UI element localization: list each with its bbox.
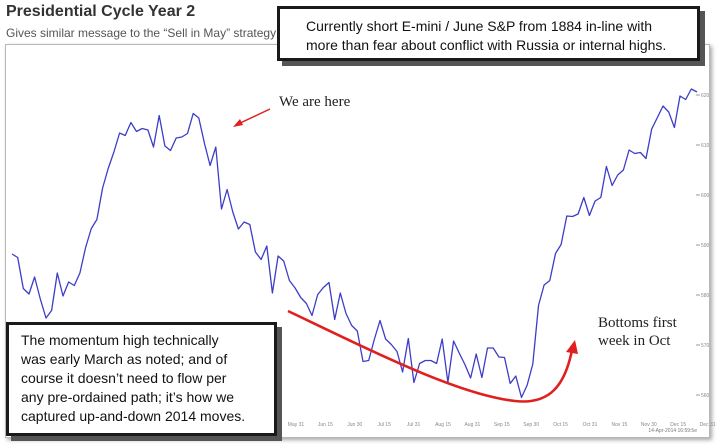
page-subtitle: Gives similar message to the “Sell in Ma… bbox=[6, 26, 277, 40]
y-tick-label: 570 bbox=[701, 343, 710, 349]
callout-bottom: The momentum high technically was early … bbox=[6, 322, 277, 436]
y-axis-ticks: 560 570 580 590 600 610 620 bbox=[696, 93, 710, 399]
bottoms-label-line2: week in Oct bbox=[598, 333, 671, 349]
chart-footnote: 14-Apr-2014 16:59:5e bbox=[648, 428, 697, 434]
y-tick-label: 610 bbox=[701, 143, 710, 149]
we-are-here-label: We are here bbox=[279, 94, 351, 110]
x-tick-label: Aug 15 bbox=[435, 422, 451, 428]
we-are-here-arrow bbox=[235, 108, 271, 126]
x-tick-label: Dec 15 bbox=[670, 422, 686, 428]
x-tick-label: Dec 31 bbox=[700, 422, 716, 428]
bottom-arrowhead bbox=[566, 340, 578, 354]
x-tick-label: Sep 15 bbox=[494, 422, 510, 428]
y-tick-label: 580 bbox=[701, 293, 710, 299]
bottom-curve-arrow bbox=[287, 309, 574, 403]
series-line bbox=[11, 88, 698, 399]
x-tick-label: Jul 31 bbox=[407, 422, 421, 428]
x-tick-label: Oct 31 bbox=[583, 422, 598, 428]
x-tick-label: Oct 15 bbox=[553, 422, 568, 428]
callout-bottom-line: captured up-and-down 2014 moves. bbox=[21, 408, 246, 424]
callout-top: Currently short E-mini / June S&P from 1… bbox=[277, 6, 700, 61]
callout-bottom-line: The momentum high technically bbox=[21, 332, 219, 348]
we-are-here-arrowhead bbox=[233, 119, 243, 127]
x-tick-label: Sep 30 bbox=[523, 422, 539, 428]
callout-bottom-line: was early March as noted; and of bbox=[21, 351, 228, 367]
x-tick-label: Aug 31 bbox=[464, 422, 480, 428]
y-tick-label: 600 bbox=[701, 193, 710, 199]
x-tick-label: Nov 30 bbox=[641, 422, 657, 428]
x-axis-ticks: May 31 Jun 15 Jun 30 Jul 15 Jul 31 Aug 15 Aug … bbox=[288, 422, 716, 428]
x-tick-label: May 31 bbox=[288, 422, 305, 428]
x-tick-label: Jul 15 bbox=[378, 422, 392, 428]
page-title: Presidential Cycle Year 2 bbox=[6, 3, 196, 20]
y-tick-label: 590 bbox=[701, 243, 710, 249]
x-tick-label: Jun 30 bbox=[347, 422, 362, 428]
x-tick-label: Nov 15 bbox=[611, 422, 627, 428]
y-tick-label: 560 bbox=[701, 393, 710, 399]
callout-bottom-line: any pre-ordained path; it’s how we bbox=[21, 389, 234, 405]
y-tick-label: 620 bbox=[701, 93, 710, 99]
bottoms-label-line1: Bottoms first bbox=[598, 315, 678, 331]
callout-bottom-line: course it doesn’t need to flow per bbox=[21, 370, 227, 386]
x-tick-label: Jun 15 bbox=[318, 422, 333, 428]
